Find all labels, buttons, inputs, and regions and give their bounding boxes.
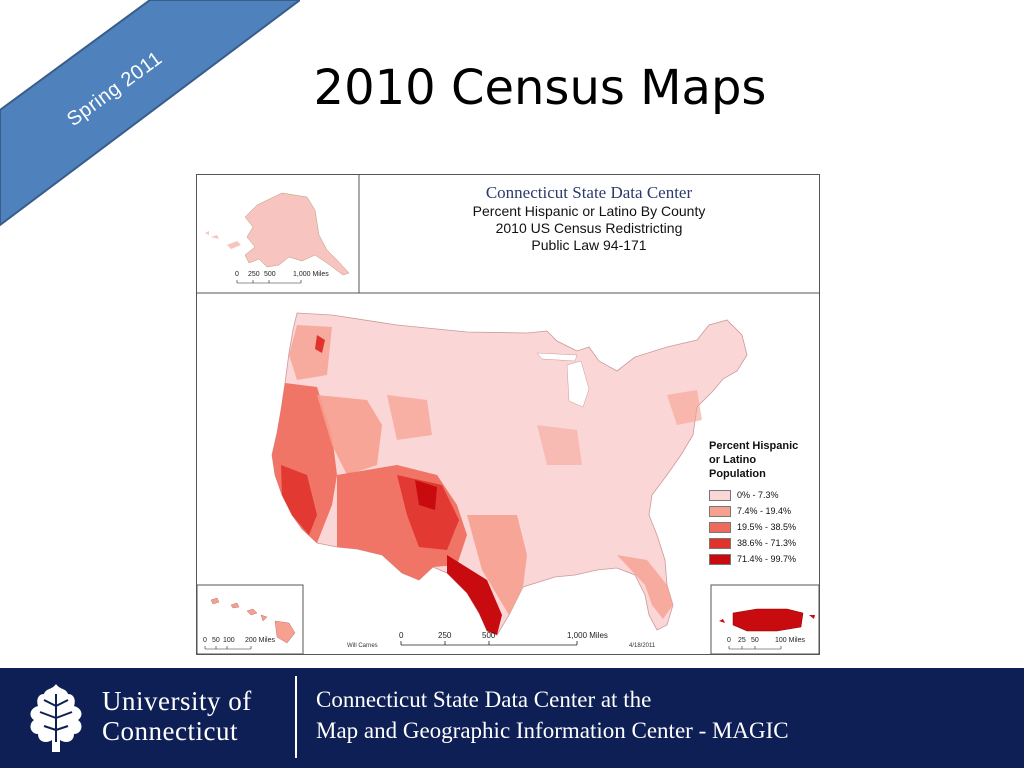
legend-title-line-1: Percent Hispanic <box>709 440 799 452</box>
alaska-scale-bar <box>236 280 302 284</box>
spring-ribbon <box>0 0 300 227</box>
legend-label: 38.6% - 71.3% <box>737 538 797 548</box>
footer-divider <box>295 676 297 758</box>
alaska-scale-tick-2: 500 <box>264 271 276 278</box>
map-organization: Connecticut State Data Center <box>485 183 693 202</box>
puerto-rico-inset <box>719 608 815 632</box>
puerto-rico-scale-bar <box>728 646 782 650</box>
main-scale-tick-2: 500 <box>482 631 496 640</box>
legend-label: 7.4% - 19.4% <box>737 506 792 516</box>
main-scale-tick-3: 1,000 Miles <box>567 631 608 640</box>
legend-item: 38.6% - 71.3% <box>709 535 819 551</box>
census-map: 0 250 500 1,000 Miles 0 50 100 200 Miles… <box>196 174 820 655</box>
map-subtitle-3: Public Law 94-171 <box>531 237 647 253</box>
alaska-inset <box>205 192 350 276</box>
university-name-line-1: University of <box>102 686 252 716</box>
hawaii-scale-bar <box>204 646 252 650</box>
legend-item: 71.4% - 99.7% <box>709 551 819 567</box>
university-name-line-2: Connecticut <box>102 716 238 746</box>
legend-title: Percent Hispanic or Latino Population <box>709 439 819 481</box>
legend-title-line-3: Population <box>709 468 766 480</box>
map-date: 4/18/2011 <box>629 643 656 649</box>
legend-label: 71.4% - 99.7% <box>737 554 797 564</box>
alaska-scale-tick-1: 250 <box>248 271 260 278</box>
hawaii-scale-tick-2: 100 <box>223 637 235 644</box>
contiguous-us-map <box>271 312 748 636</box>
map-author: Will Carnes <box>347 643 378 649</box>
hawaii-scale-tick-1: 50 <box>212 637 220 644</box>
pr-scale-tick-0: 0 <box>727 637 731 644</box>
map-header: Connecticut State Data Center Percent Hi… <box>359 183 819 254</box>
slide-title: 2010 Census Maps <box>313 60 767 116</box>
legend-item: 7.4% - 19.4% <box>709 503 819 519</box>
legend-swatch <box>709 521 731 533</box>
map-drawing <box>197 175 819 654</box>
legend-item: 19.5% - 38.5% <box>709 519 819 535</box>
main-scale-bar <box>400 641 578 646</box>
footer-center-line-2: Map and Geographic Information Center - … <box>316 718 789 743</box>
alaska-scale-tick-0: 0 <box>235 271 239 278</box>
footer-bar: University of Connecticut Connecticut St… <box>0 668 1024 768</box>
university-name: University of Connecticut <box>102 686 252 746</box>
legend-title-line-2: or Latino <box>709 454 757 466</box>
main-scale-tick-1: 250 <box>438 631 452 640</box>
legend-swatch <box>709 505 731 517</box>
footer-center-line-1: Connecticut State Data Center at the <box>316 687 652 712</box>
alaska-scale-tick-3: 1,000 Miles <box>293 271 329 278</box>
uconn-oak-leaf-logo <box>30 684 82 752</box>
hawaii-scale-tick-0: 0 <box>203 637 207 644</box>
footer-center-name: Connecticut State Data Center at the Map… <box>316 684 789 746</box>
map-subtitle-1: Percent Hispanic or Latino By County <box>472 203 706 219</box>
pr-scale-tick-2: 50 <box>751 637 759 644</box>
legend-swatch <box>709 553 731 565</box>
map-subtitle-2: 2010 US Census Redistricting <box>495 220 683 236</box>
hawaii-scale-tick-3: 200 Miles <box>245 637 275 644</box>
legend-swatch <box>709 489 731 501</box>
legend-item: 0% - 7.3% <box>709 487 819 503</box>
main-scale-tick-0: 0 <box>399 631 404 640</box>
hawaii-inset <box>210 597 296 644</box>
map-legend: Percent Hispanic or Latino Population 0%… <box>709 439 819 567</box>
pr-scale-tick-3: 100 Miles <box>775 637 805 644</box>
pr-scale-tick-1: 25 <box>738 637 746 644</box>
legend-label: 0% - 7.3% <box>737 490 779 500</box>
legend-label: 19.5% - 38.5% <box>737 522 797 532</box>
legend-swatch <box>709 537 731 549</box>
